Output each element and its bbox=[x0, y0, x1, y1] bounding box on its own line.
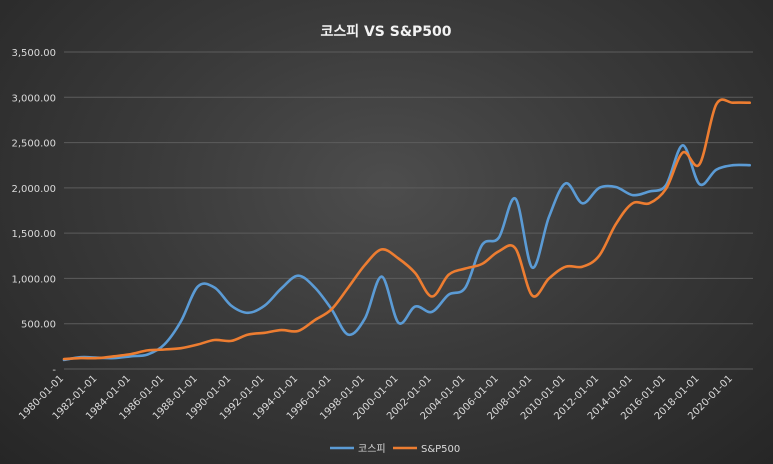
y-tick-label: - bbox=[52, 365, 56, 376]
x-axis: 1980-01-011982-01-011984-01-011986-01-01… bbox=[17, 373, 735, 422]
legend: 코스피 S&P500 bbox=[330, 443, 460, 455]
y-tick-label: 3,500.00 bbox=[11, 48, 56, 59]
legend-label: 코스피 bbox=[358, 443, 386, 455]
y-tick-label: 2,500.00 bbox=[11, 139, 56, 150]
legend-label: S&P500 bbox=[421, 444, 460, 455]
series-line-kospi bbox=[62, 143, 751, 362]
y-tick-label: 1,500.00 bbox=[11, 229, 56, 240]
y-axis: - 500.00 1,000.00 1,500.00 2,000.00 2,500.00 3… bbox=[11, 48, 56, 376]
y-tick-label: 3,000.00 bbox=[11, 93, 56, 104]
y-tick-label: 500.00 bbox=[21, 320, 56, 331]
series-line-sp500 bbox=[62, 98, 751, 361]
chart-title: 코스피 VS S&P500 bbox=[320, 24, 451, 40]
grid-layer bbox=[64, 51, 753, 370]
y-tick-label: 1,000.00 bbox=[11, 274, 56, 285]
series-layer bbox=[62, 98, 751, 362]
y-tick-label: 2,000.00 bbox=[11, 184, 56, 195]
